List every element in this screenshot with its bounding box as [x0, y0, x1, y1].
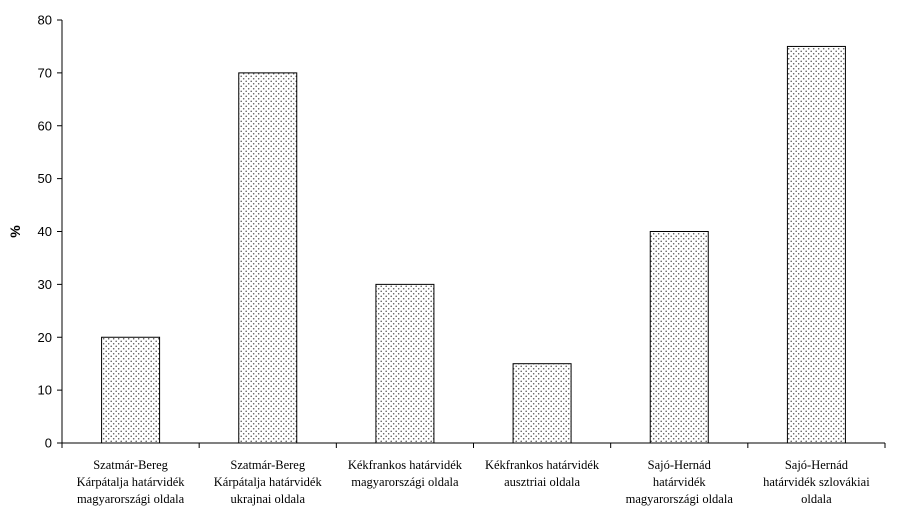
bar	[101, 336, 161, 444]
bar	[512, 363, 572, 444]
x-category-label: Kékfrankos határvidék	[348, 458, 463, 472]
y-tick-label: 20	[38, 330, 52, 345]
x-axis	[61, 442, 886, 448]
x-category-label: Kárpátalja határvidék	[214, 475, 323, 489]
bar	[649, 231, 709, 444]
bars	[101, 45, 846, 444]
y-tick-label: 80	[38, 13, 52, 28]
x-category-label: ausztriai oldala	[504, 475, 580, 489]
bar	[238, 72, 298, 444]
x-category-label: határvidék	[653, 475, 707, 489]
x-category-label: ukrajnai oldala	[230, 492, 305, 506]
y-tick-label: 0	[45, 436, 52, 451]
category-labels: Szatmár-Bereg Kárpátalja határvidék magyar…	[77, 458, 871, 506]
x-category-label: Sajó-Hernád	[648, 458, 712, 472]
y-tick-label: 40	[38, 224, 52, 239]
x-category-label: magyarországi oldala	[626, 492, 734, 506]
x-category-label: magyarországi oldala	[77, 492, 185, 506]
x-category-label: Kárpátalja határvidék	[77, 475, 186, 489]
x-category-label: magyarországi oldala	[351, 475, 459, 489]
bar	[375, 283, 435, 444]
y-tick-label: 10	[38, 383, 52, 398]
x-category-label: oldala	[801, 492, 832, 506]
y-axis: 0 10 20 30 40 50 60 70 80	[38, 13, 63, 451]
y-tick-label: 50	[38, 171, 52, 186]
bar	[786, 45, 846, 444]
x-category-label: Sajó-Hernád	[785, 458, 849, 472]
y-tick-label: 70	[38, 65, 52, 80]
x-category-label: Kékfrankos határvidék	[485, 458, 600, 472]
x-category-label: Szatmár-Bereg	[93, 458, 168, 472]
x-category-label: határvidék szlovákiai	[763, 475, 870, 489]
y-tick-label: 60	[38, 118, 52, 133]
y-axis-title: %	[7, 225, 23, 238]
x-category-label: Szatmár-Bereg	[230, 458, 305, 472]
y-tick-label: 30	[38, 277, 52, 292]
